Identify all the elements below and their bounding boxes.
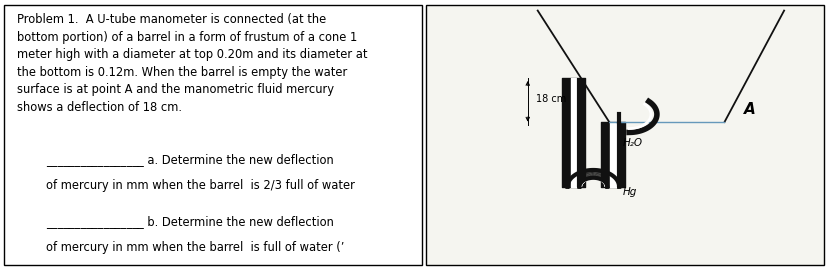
Polygon shape: [597, 171, 602, 178]
Polygon shape: [569, 180, 580, 183]
Polygon shape: [605, 178, 615, 182]
Polygon shape: [576, 174, 584, 180]
Polygon shape: [590, 170, 592, 178]
Polygon shape: [566, 185, 579, 186]
Polygon shape: [578, 173, 585, 180]
Polygon shape: [600, 172, 607, 179]
Text: _________________ b. Determine the new deflection: _________________ b. Determine the new d…: [46, 215, 333, 228]
Polygon shape: [604, 176, 614, 181]
Polygon shape: [568, 181, 580, 184]
Polygon shape: [605, 181, 617, 184]
Text: _________________ a. Determine the new deflection: _________________ a. Determine the new d…: [46, 153, 333, 166]
Polygon shape: [596, 171, 600, 178]
Polygon shape: [572, 176, 581, 181]
Polygon shape: [575, 174, 583, 180]
Polygon shape: [606, 184, 619, 186]
Polygon shape: [605, 178, 615, 183]
Polygon shape: [601, 174, 610, 180]
Polygon shape: [597, 171, 601, 178]
Polygon shape: [605, 180, 616, 183]
Polygon shape: [586, 170, 590, 178]
Polygon shape: [584, 171, 589, 178]
Polygon shape: [598, 171, 603, 178]
Polygon shape: [604, 177, 614, 182]
Polygon shape: [573, 175, 582, 181]
Polygon shape: [579, 172, 586, 179]
Polygon shape: [595, 170, 597, 178]
Polygon shape: [577, 173, 585, 180]
Polygon shape: [606, 181, 618, 184]
Text: of mercury in mm when the barrel  is full of water (’: of mercury in mm when the barrel is full…: [46, 241, 344, 254]
Text: Hg: Hg: [623, 187, 637, 197]
Polygon shape: [576, 174, 584, 180]
Polygon shape: [602, 175, 611, 181]
Polygon shape: [600, 173, 609, 180]
Text: of mercury in mm when the barrel  is 2/3 full of water: of mercury in mm when the barrel is 2/3 …: [46, 179, 355, 192]
Polygon shape: [566, 186, 579, 187]
Polygon shape: [589, 170, 591, 178]
Polygon shape: [570, 178, 581, 183]
Text: H₂O: H₂O: [623, 138, 643, 148]
Polygon shape: [606, 182, 618, 185]
Polygon shape: [599, 172, 605, 179]
Polygon shape: [581, 172, 586, 179]
Polygon shape: [571, 177, 581, 182]
Polygon shape: [567, 183, 579, 185]
Polygon shape: [604, 177, 614, 182]
Polygon shape: [598, 171, 604, 179]
Polygon shape: [594, 170, 595, 178]
Polygon shape: [567, 182, 579, 185]
Polygon shape: [606, 185, 619, 186]
Polygon shape: [603, 176, 613, 181]
Polygon shape: [593, 170, 594, 178]
Polygon shape: [568, 180, 580, 184]
Text: A: A: [743, 102, 755, 117]
Polygon shape: [570, 178, 581, 182]
Polygon shape: [588, 170, 590, 178]
Polygon shape: [606, 184, 618, 185]
Polygon shape: [568, 181, 580, 184]
Polygon shape: [601, 174, 609, 180]
Text: Problem 1.  A U-tube manometer is connected (at the
bottom portion) of a barrel : Problem 1. A U-tube manometer is connect…: [17, 13, 366, 114]
Polygon shape: [581, 179, 605, 187]
Polygon shape: [583, 171, 588, 178]
Polygon shape: [566, 185, 579, 187]
Polygon shape: [571, 177, 581, 182]
Polygon shape: [567, 184, 579, 186]
Polygon shape: [587, 170, 590, 178]
Polygon shape: [600, 172, 606, 179]
Polygon shape: [574, 175, 583, 181]
Polygon shape: [591, 170, 592, 178]
Polygon shape: [594, 170, 596, 178]
Text: 18 cm: 18 cm: [535, 94, 566, 104]
Polygon shape: [606, 183, 618, 185]
Polygon shape: [606, 185, 619, 187]
Polygon shape: [567, 184, 579, 185]
Polygon shape: [605, 180, 617, 184]
Polygon shape: [595, 170, 598, 178]
Polygon shape: [572, 176, 582, 181]
Polygon shape: [605, 179, 616, 183]
Polygon shape: [580, 172, 586, 179]
Polygon shape: [592, 170, 593, 178]
Polygon shape: [582, 171, 587, 178]
Polygon shape: [581, 171, 587, 179]
FancyBboxPatch shape: [426, 5, 823, 265]
Polygon shape: [595, 170, 600, 178]
Polygon shape: [569, 179, 581, 183]
FancyBboxPatch shape: [4, 5, 422, 265]
Polygon shape: [603, 175, 612, 181]
Polygon shape: [602, 174, 610, 180]
Polygon shape: [600, 173, 608, 180]
Polygon shape: [606, 186, 619, 187]
Polygon shape: [585, 171, 589, 178]
